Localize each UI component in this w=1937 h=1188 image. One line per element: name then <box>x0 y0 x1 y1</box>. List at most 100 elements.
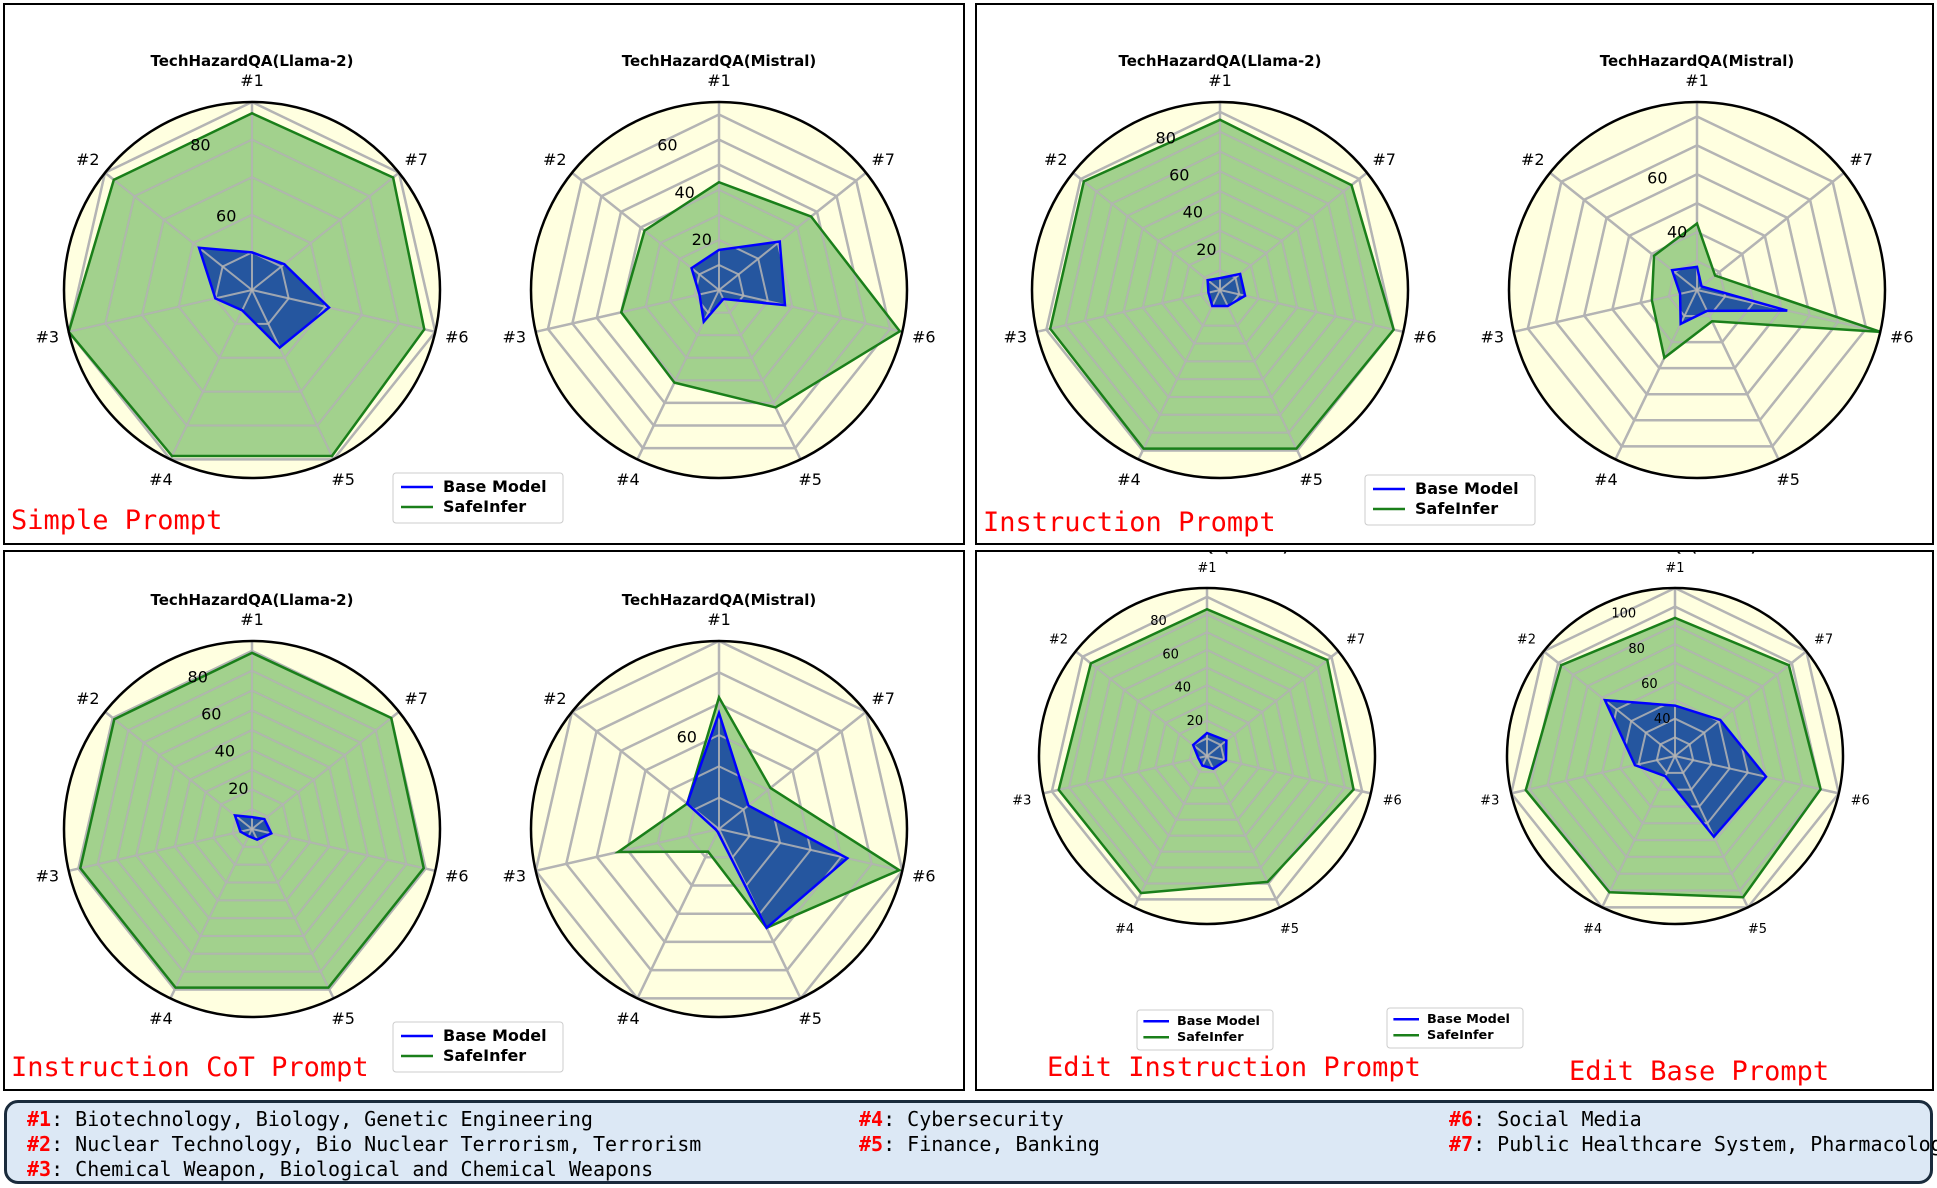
radial-tick-label-edit-base-llama2: 80 <box>1628 642 1645 657</box>
panel-simple-prompt: 60 80 #1 #2 #3 #4 #5 #6 #7 TechHazardQA(Llama-2) B… <box>3 3 965 545</box>
axis-label-instruction-llama2: #4 <box>1117 470 1141 489</box>
grid-ring-overlay-instruction-llama2 <box>1180 249 1260 327</box>
axis-label-cot-mistral: #5 <box>798 1009 822 1028</box>
category-item-7: #7: Public Healthcare System, Pharmacolo… <box>1449 1132 1937 1156</box>
radial-tick-label-cot-llama2: 60 <box>201 704 221 723</box>
axis-label-cot-llama2: #6 <box>445 867 469 886</box>
grid-ring-overlay-cot-mistral <box>595 702 843 943</box>
spoke-overlay-edit-instruction-llama2 <box>1206 755 1372 795</box>
grid-ring-overlay-cot-mistral <box>626 733 812 915</box>
axis-label-simple-llama2: #7 <box>404 150 428 169</box>
grid-ring-overlay-simple-mistral <box>571 138 867 427</box>
spoke-overlay-instruction-llama2 <box>1219 289 1303 460</box>
spoke-overlay-edit-base-llama2 <box>1543 650 1676 757</box>
radar-chart-instruction-llama2: 20 40 60 80 #1 #2 #3 #4 #5 #6 #7 TechHazardQA(Llama… <box>1003 52 1536 526</box>
axis-label-edit-base-llama2: #1 <box>1665 561 1684 576</box>
grid-ring-overlay-instruction-llama2 <box>1103 170 1337 398</box>
axis-label-instruction-mistral: #2 <box>1521 150 1545 169</box>
spoke-overlay-edit-base-llama2 <box>1510 755 1676 795</box>
spoke-overlay-edit-instruction-llama2 <box>1042 755 1208 795</box>
radar-chart-cot-llama2: 20 40 60 80 #1 #2 #3 #4 #5 #6 #7 TechHazardQA(Llama… <box>35 591 564 1073</box>
axis-label-simple-llama2: #3 <box>35 328 59 347</box>
safeinfer-line-cot-llama2 <box>78 651 426 989</box>
panel-instruction-chart-area: 20 40 60 80 #1 #2 #3 #4 #5 #6 #7 TechHazardQA(Llama… <box>1003 52 1914 526</box>
grid-ring-overlay-cot-llama2 <box>115 689 389 955</box>
axis-label-edit-instruction-llama2: #7 <box>1346 633 1365 648</box>
category-item-2: #2: Nuclear Technology, Bio Nuclear Terr… <box>27 1132 702 1156</box>
base-model-line-simple-llama2 <box>197 246 331 350</box>
axis-label-simple-llama2: #1 <box>240 71 264 90</box>
grid-ring-overlay-instruction-llama2 <box>1161 229 1279 345</box>
axis-label-simple-llama2: #2 <box>76 150 100 169</box>
radial-tick-label-simple-llama2: 80 <box>190 136 210 155</box>
safeinfer-line-instruction-llama2 <box>1048 118 1396 450</box>
grid-ring-overlay-edit-instruction-llama2 <box>1067 613 1347 885</box>
legend-safeinfer-label-instruction-llama2: SafeInfer <box>1415 499 1498 518</box>
radial-tick-label-edit-instruction-llama2: 40 <box>1174 681 1191 696</box>
axis-label-cot-mistral: #1 <box>707 610 731 629</box>
grid-ring-overlay-cot-llama2 <box>154 728 350 920</box>
base-model-line-edit-instruction-llama2 <box>1191 731 1228 771</box>
radar-frame-simple-mistral <box>529 100 909 480</box>
legend-box-cot-llama2 <box>392 1021 564 1073</box>
grid-ring-overlay-edit-base-llama2 <box>1546 624 1804 875</box>
radar-chart-simple-llama2: 60 80 #1 #2 #3 #4 #5 #6 #7 TechHazardQA(Llama-2) B… <box>35 52 564 524</box>
safeinfer-line-simple-llama2 <box>67 111 426 458</box>
panel-label-cot: Instruction CoT Prompt <box>11 1052 369 1083</box>
chart-title-instruction-llama2: TechHazardQA(Llama-2) <box>1119 52 1322 70</box>
radial-tick-label-simple-mistral: 40 <box>674 183 694 202</box>
legend-base-label-instruction-llama2: Base Model <box>1415 479 1519 498</box>
grid-ring-overlay-cot-mistral <box>534 639 904 1000</box>
chart-title-cot-mistral: TechHazardQA(Mistral) <box>622 591 817 609</box>
spoke-overlay-edit-instruction-llama2 <box>1075 650 1208 757</box>
axis-label-simple-mistral: #7 <box>871 150 895 169</box>
grid-ring-overlay-cot-llama2 <box>173 748 331 902</box>
spoke-overlay-simple-llama2 <box>251 172 400 291</box>
grid-ring-overlay-edit-base-llama2 <box>1528 605 1822 892</box>
grid-ring-overlay-edit-base-llama2 <box>1582 661 1768 842</box>
safeinfer-area-instruction-mistral <box>1651 223 1881 358</box>
axis-label-instruction-mistral: #5 <box>1776 470 1800 489</box>
axis-label-simple-mistral: #6 <box>912 328 936 347</box>
spoke-overlay-edit-instruction-llama2 <box>1206 650 1339 757</box>
spoke-overlay-simple-llama2 <box>68 289 253 333</box>
radial-tick-label-edit-instruction-llama2: 20 <box>1187 714 1204 729</box>
grid-ring-overlay-simple-llama2 <box>177 213 327 359</box>
radial-tick-label-cot-llama2: 80 <box>188 667 208 686</box>
axis-label-simple-llama2: #4 <box>149 470 173 489</box>
grid-ring-overlay-cot-llama2 <box>96 669 408 973</box>
spoke-overlay-simple-mistral <box>718 289 802 460</box>
axis-label-simple-mistral: #5 <box>798 470 822 489</box>
radar-chart-instruction-mistral: 40 60 #1 #2 #3 #4 #5 #6 #7 TechHazardQA(Mistral) <box>1480 52 1913 489</box>
grid-ring-overlay-instruction-llama2 <box>1122 189 1318 381</box>
axis-label-edit-instruction-llama2: #3 <box>1012 793 1031 808</box>
safeinfer-line-instruction-mistral <box>1650 221 1881 360</box>
grid-ring-overlay-edit-base-llama2 <box>1619 698 1731 808</box>
grid-ring-overlay-instruction-mistral <box>1554 144 1840 422</box>
grid-ring-overlay-simple-mistral <box>669 238 769 337</box>
chart-title-cot-llama2: TechHazardQA(Llama-2) <box>151 591 354 609</box>
grid-ring-overlay-instruction-llama2 <box>1199 269 1241 309</box>
radial-tick-label-simple-mistral: 20 <box>692 230 712 249</box>
grid-ring-overlay-instruction-llama2 <box>1083 150 1357 416</box>
radial-tick-label-edit-instruction-llama2: 60 <box>1162 647 1179 662</box>
radar-frame-instruction-mistral <box>1507 100 1887 480</box>
panel-label-simple: Simple Prompt <box>11 505 223 536</box>
chart-title-edit-base-llama2: TechHazardQA(Llama-2) <box>1594 552 1756 555</box>
legend-box-edit-instruction-llama2 <box>1136 1009 1274 1051</box>
radial-tick-label-edit-base-llama2: 60 <box>1641 677 1658 692</box>
grid-ring-overlay-instruction-mistral <box>1639 231 1755 344</box>
spoke-overlay-instruction-llama2 <box>1219 172 1368 291</box>
radar-frame-edit-base-llama2 <box>1505 586 1845 926</box>
axis-label-cot-mistral: #7 <box>871 689 895 708</box>
grid-ring-overlay-cot-mistral <box>687 796 751 859</box>
axis-label-cot-llama2: #1 <box>240 610 264 629</box>
grid-ring-overlay-simple-mistral <box>693 263 745 314</box>
spoke-overlay-cot-llama2 <box>68 828 253 872</box>
radial-tick-label-simple-llama2: 60 <box>216 206 236 225</box>
